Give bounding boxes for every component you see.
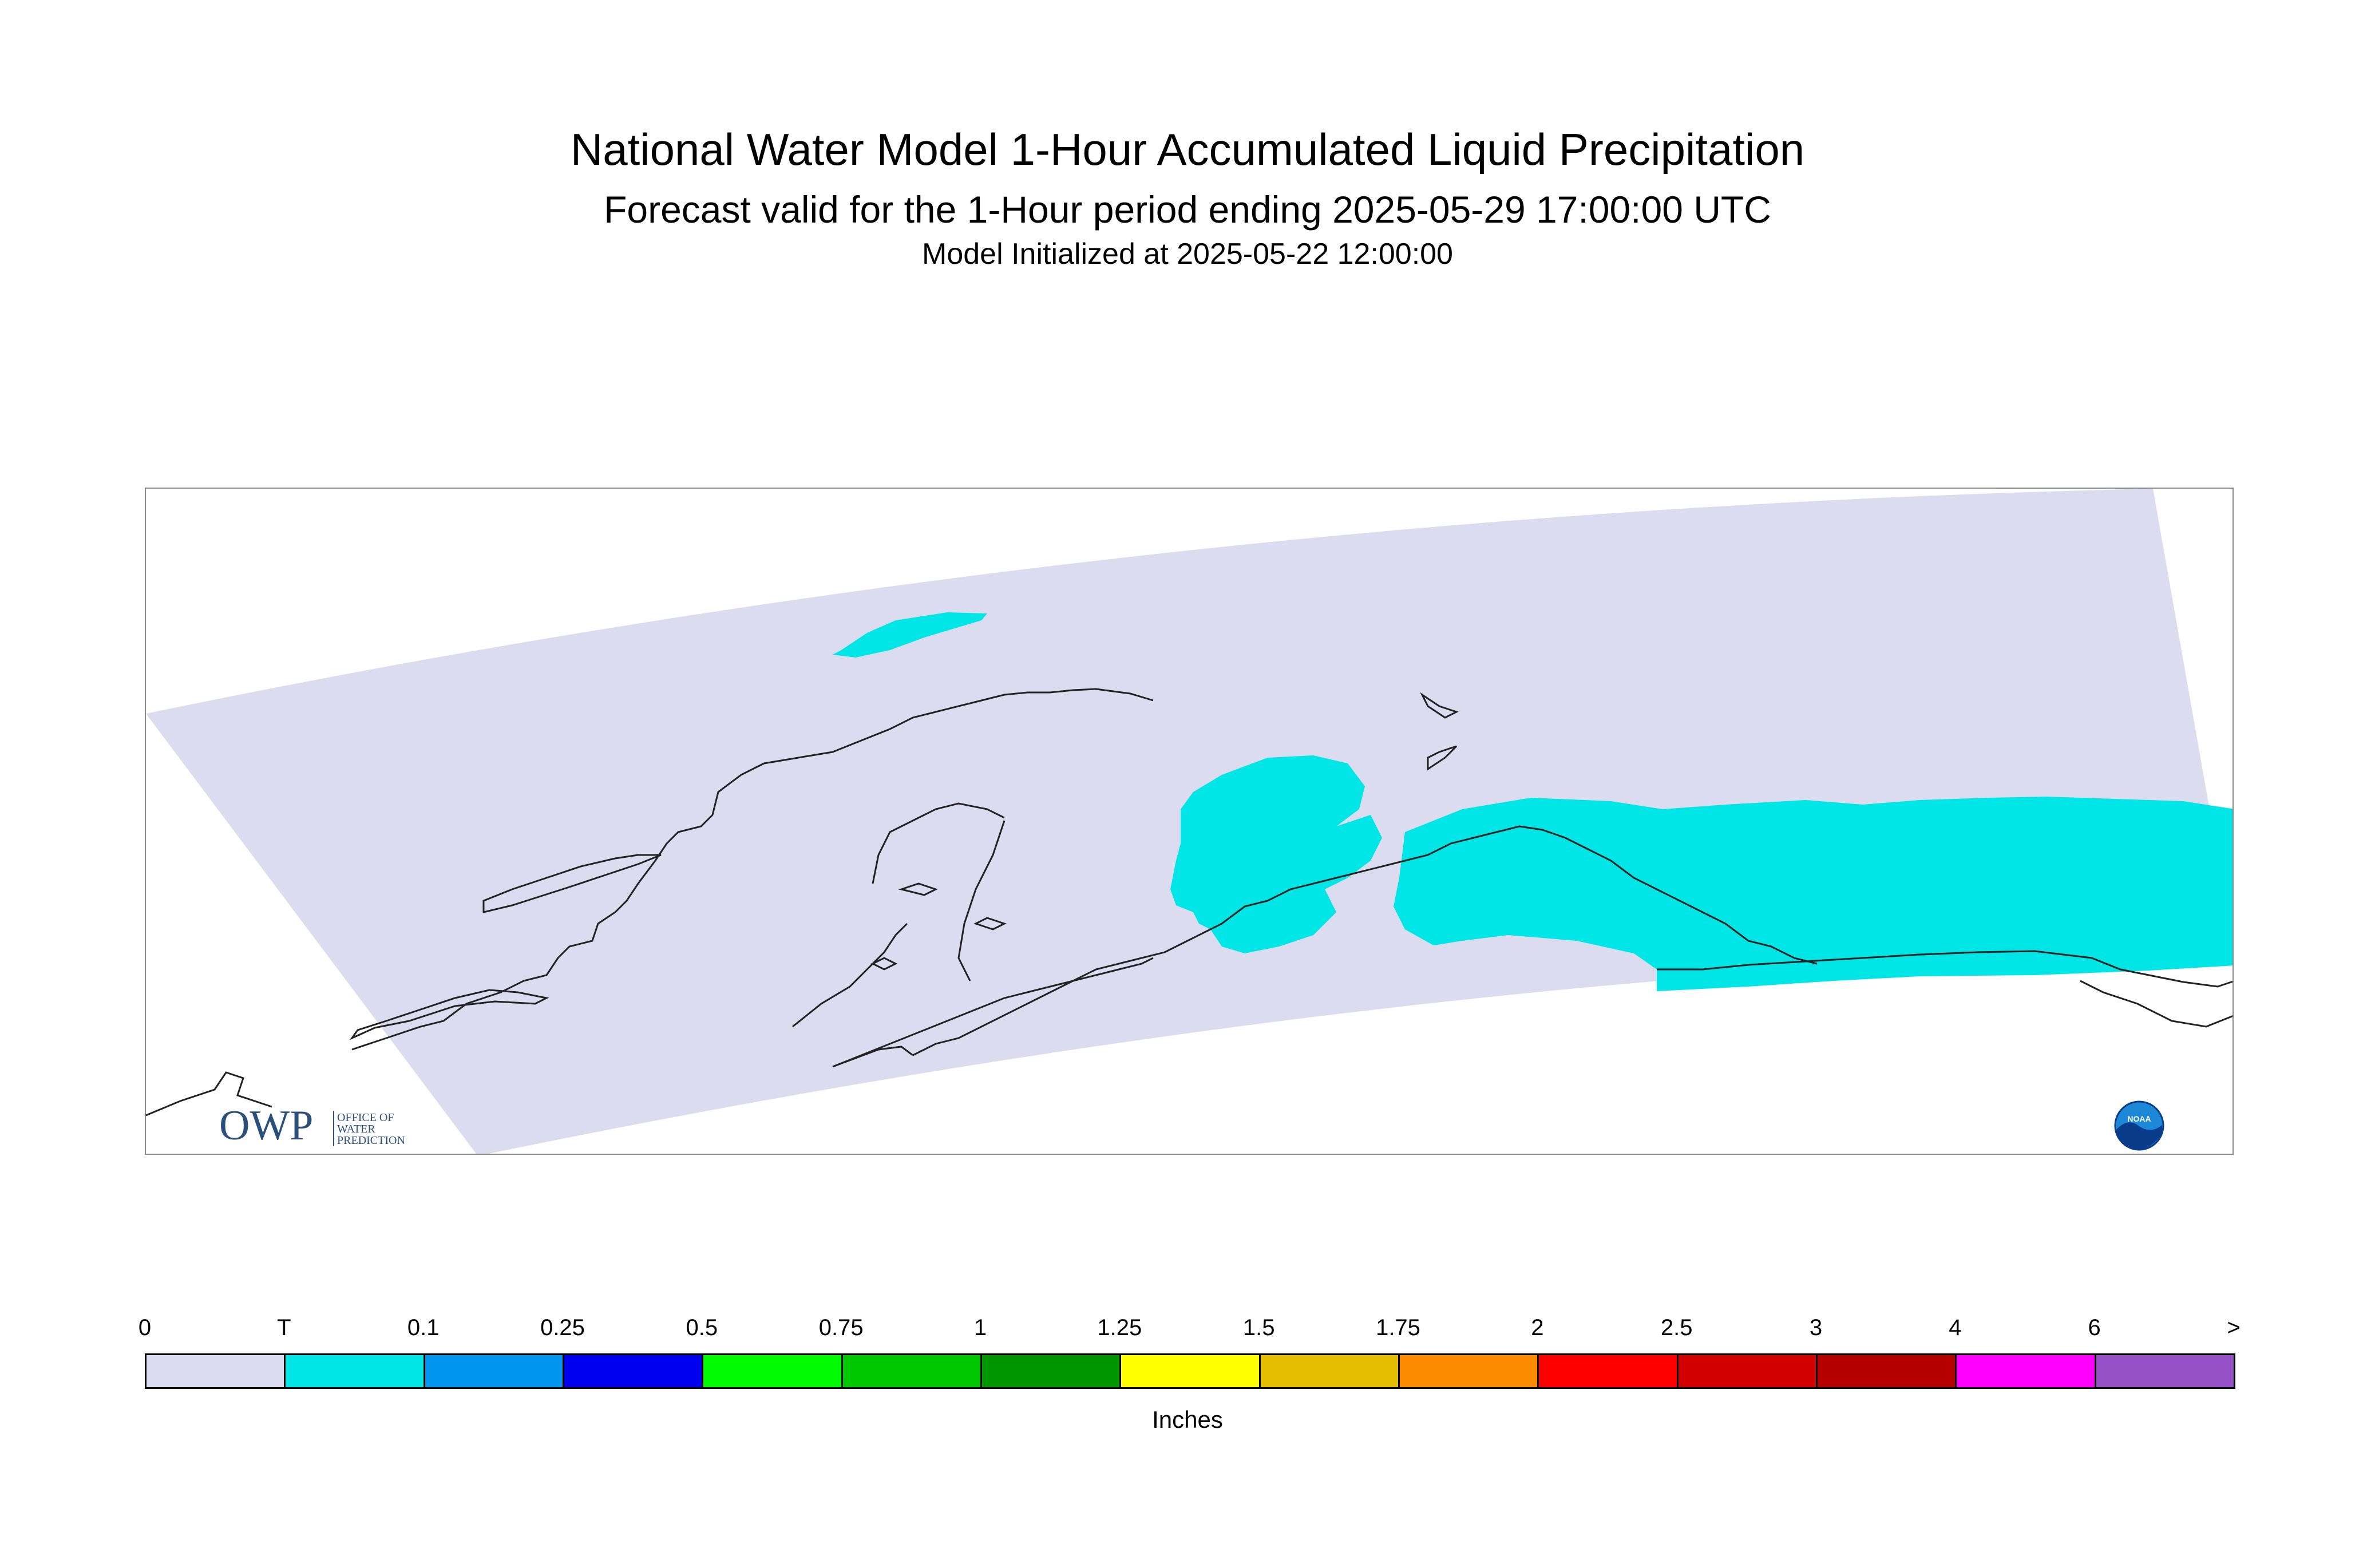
legend-swatch-14 (2094, 1353, 2235, 1389)
legend-swatch-9 (1398, 1353, 1539, 1389)
forecast-valid-subtitle: Forecast valid for the 1-Hour period end… (604, 188, 1771, 231)
owp-logo-line2: WATER (337, 1123, 375, 1135)
legend-tick-label: 2.5 (1660, 1315, 1693, 1340)
coastline-lakes (870, 882, 1007, 971)
legend-swatch-1 (284, 1353, 425, 1389)
legend-swatch-0 (145, 1353, 286, 1389)
coastline-norton-sound (349, 989, 549, 1040)
coastline-seward-peninsula (482, 854, 662, 913)
legend-tick-label: 0 (138, 1315, 152, 1340)
legend-tick-label: T (277, 1315, 291, 1340)
coastline-alaska-peninsula (832, 957, 1154, 1068)
coastline-kodiak-region (1175, 825, 1818, 965)
map-title: National Water Model 1-Hour Accumulated … (570, 124, 1805, 175)
legend-tick-label: 4 (1949, 1315, 1962, 1340)
coastlines (146, 688, 2232, 1116)
precip-area-east (1394, 797, 2232, 991)
legend-swatch-11 (1676, 1353, 1818, 1389)
legend-swatch-4 (702, 1353, 843, 1389)
legend-swatch-13 (1955, 1353, 2096, 1389)
coastline-interior-rivers (792, 802, 1006, 1028)
legend-tick-label: 1.25 (1097, 1315, 1142, 1340)
legend-swatch-2 (423, 1353, 564, 1389)
legend-units-label: Inches (1152, 1406, 1223, 1433)
legend-tick-label: 0.25 (540, 1315, 585, 1340)
legend-swatch-12 (1816, 1353, 1957, 1389)
precip-area-north (833, 612, 987, 658)
owp-logo-main-text: OWP (219, 1105, 313, 1149)
legend-swatch-7 (1119, 1353, 1261, 1389)
legend-tick-label: 1 (973, 1315, 987, 1340)
legend-tick-label: 0.1 (407, 1315, 440, 1340)
legend-tick-label: 3 (1809, 1315, 1823, 1340)
precipitation-map: OWP OFFICE OF WATER PREDICTION NOAA (145, 488, 2234, 1155)
legend-tick-label: 0.75 (818, 1315, 864, 1340)
legend-swatch-5 (841, 1353, 982, 1389)
precip-area-central (1170, 755, 1382, 953)
map-canvas (146, 489, 2232, 1154)
precip-trace-areas (833, 612, 2232, 991)
legend-tick-label: 2 (1531, 1315, 1544, 1340)
coastline-southeast (1657, 950, 2232, 1028)
legend-swatch-10 (1537, 1353, 1679, 1389)
legend-tick-label: 6 (2088, 1315, 2101, 1340)
legend-tick-label: > (2227, 1315, 2241, 1340)
coastline-mainland-west (146, 688, 1154, 1116)
model-initialized-line: Model Initialized at 2025-05-22 12:00:00 (922, 237, 1453, 271)
legend-tick-label: 1.5 (1242, 1315, 1275, 1340)
coastline-northern-islets (1420, 692, 1459, 771)
noaa-logo-text: NOAA (2127, 1114, 2151, 1123)
legend-swatch-8 (1258, 1353, 1400, 1389)
legend-swatch-6 (980, 1353, 1122, 1389)
owp-logo-line3: PREDICTION (337, 1134, 405, 1147)
legend-tick-label: 1.75 (1376, 1315, 1420, 1340)
legend-tick-label: 0.5 (686, 1315, 718, 1340)
owp-logo-line1: OFFICE OF (337, 1111, 394, 1124)
legend-swatch-3 (563, 1353, 704, 1389)
